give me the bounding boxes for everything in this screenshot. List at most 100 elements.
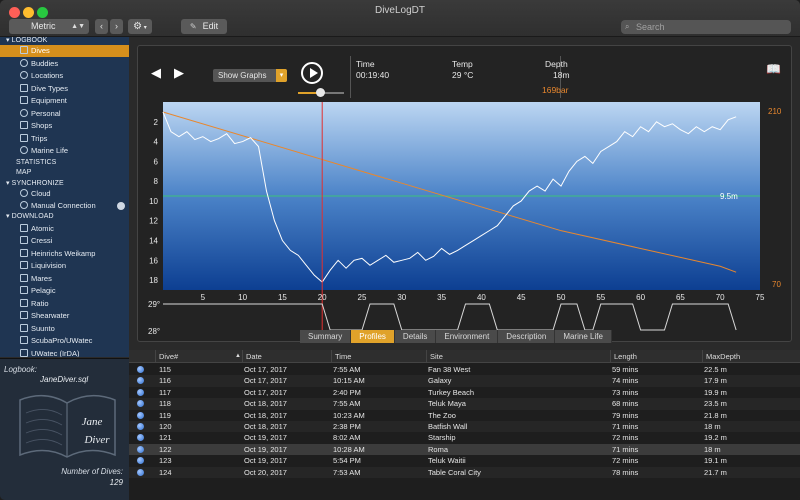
next-dive-button[interactable]: ▶ <box>174 65 184 81</box>
person-icon <box>20 109 28 117</box>
checkbox-list-icon <box>20 84 28 92</box>
sidebar-item-equipment[interactable]: Equipment <box>0 95 129 107</box>
sidebar-item-dives[interactable]: Dives <box>0 45 129 57</box>
table-row[interactable]: 115 Oct 17, 2017 7:55 AM Fan 38 West 59 mins… <box>129 364 800 375</box>
table-row[interactable]: 122 Oct 19, 2017 10:28 AM Roma 71 mins 18 m <box>129 443 800 456</box>
time-label: Time <box>356 59 375 69</box>
nav-forward-button[interactable]: › <box>110 19 123 34</box>
sidebar-item-statistics[interactable]: STATISTICS <box>0 157 129 169</box>
sidebar-item-cressi[interactable]: Cressi <box>0 235 129 247</box>
table-row[interactable]: 117 Oct 17, 2017 2:40 PM Turkey Beach 73 min… <box>129 387 800 398</box>
table-row[interactable]: 121 Oct 19, 2017 8:02 AM Starship 72 mins 19.… <box>129 432 800 443</box>
sidebar-item-uwatec-irda[interactable]: UWatec (IrDA) <box>0 348 129 357</box>
previous-dive-button[interactable]: ◀ <box>151 65 161 81</box>
table-row[interactable]: 116 Oct 17, 2017 10:15 AM Galaxy 74 mins 17.9… <box>129 375 800 387</box>
search-field[interactable]: ⌕ Search <box>621 20 791 34</box>
sidebar-item-suunto[interactable]: Suunto <box>0 323 129 335</box>
sidebar-item-scubapro-uwatec[interactable]: ScubaPro/UWatec <box>0 335 129 347</box>
sidebar-header-download[interactable]: ▾ DOWNLOAD <box>0 211 129 223</box>
depth-tick-label: 6 <box>154 157 159 166</box>
column-header-maxdepth[interactable]: MaxDepth <box>702 350 800 363</box>
tab-description[interactable]: Description <box>498 330 556 343</box>
sidebar-item-label: STATISTICS <box>16 159 57 166</box>
tab-details[interactable]: Details <box>394 330 437 343</box>
sidebar-item-marine-life[interactable]: Marine Life <box>0 145 129 157</box>
table-row[interactable]: 124 Oct 20, 2017 7:53 AM Table Coral City 78… <box>129 466 800 478</box>
table-cell: Teluk Waitii <box>428 456 466 466</box>
sidebar-item-shops[interactable]: Shops <box>0 120 129 132</box>
tab-profiles[interactable]: Profiles <box>351 330 395 343</box>
table-cell: Table Coral City <box>428 467 481 477</box>
sidebar-item-manual-connection[interactable]: Manual Connection <box>0 200 129 212</box>
temp-label: Temp <box>452 59 473 69</box>
book-line1: Jane <box>82 416 103 428</box>
chevron-left-icon: ‹ <box>100 21 103 31</box>
sidebar-item-pelagic[interactable]: Pelagic <box>0 285 129 297</box>
sync-icon <box>20 201 28 209</box>
column-header-site[interactable]: Site <box>426 350 610 363</box>
show-graphs-select[interactable]: Show Graphs ▾ <box>213 69 287 82</box>
column-header-label: MaxDepth <box>706 352 741 361</box>
table-row[interactable]: 120 Oct 18, 2017 2:38 PM Batfish Wall 71 min… <box>129 421 800 433</box>
tab-marine-life[interactable]: Marine Life <box>555 330 612 343</box>
pencil-icon: ✎ <box>189 22 197 31</box>
column-header-length[interactable]: Length <box>610 350 702 363</box>
time-tick-label: 20 <box>318 293 327 302</box>
table-row[interactable]: 118 Oct 18, 2017 7:55 AM Teluk Maya 68 mins 2… <box>129 398 800 410</box>
units-select[interactable]: Metric ▲▼ <box>9 19 89 34</box>
table-cell: 18 m <box>704 444 721 454</box>
sidebar-item-mares[interactable]: Mares <box>0 273 129 285</box>
divider <box>560 56 561 98</box>
sidebar-header-synchronize[interactable]: ▾ SYNCHRONIZE <box>0 178 129 190</box>
sidebar-item-liquivision[interactable]: Liquivision <box>0 260 129 272</box>
sidebar-item-heinrichs-weikamp[interactable]: Heinrichs Weikamp <box>0 248 129 260</box>
sidebar-item-label: Dives <box>31 46 50 55</box>
table-row[interactable]: 119 Oct 18, 2017 10:23 AM The Zoo 79 mins 21.… <box>129 410 800 421</box>
sidebar-item-trips[interactable]: Trips <box>0 133 129 145</box>
sidebar-item-dive-types[interactable]: Dive Types <box>0 83 129 95</box>
chevron-down-icon: ▾ <box>142 25 147 31</box>
edit-button[interactable]: ✎ Edit <box>181 19 227 34</box>
close-window-button[interactable] <box>9 7 20 18</box>
logbook-label: Logbook: <box>4 365 37 374</box>
sidebar-item-personal[interactable]: Personal <box>0 108 129 120</box>
column-header-label: Length <box>614 352 637 361</box>
sidebar-item-atomic[interactable]: Atomic <box>0 223 129 235</box>
table-cell: 10:28 AM <box>333 444 365 454</box>
table-cell: 71 mins <box>612 444 639 454</box>
tab-environment[interactable]: Environment <box>436 330 499 343</box>
sidebar-item-label: Ratio <box>31 299 49 308</box>
sidebar-item-label: UWatec (IrDA) <box>31 349 80 357</box>
column-header-date[interactable]: Date <box>242 350 332 363</box>
sidebar-item-ratio[interactable]: Ratio <box>0 298 129 310</box>
sidebar-item-cloud[interactable]: Cloud <box>0 188 129 200</box>
sidebar-header-logbook[interactable]: ▾ LOGBOOK <box>0 37 129 47</box>
sidebar-item-map[interactable]: MAP <box>0 167 129 179</box>
column-header-time[interactable]: Time <box>331 350 426 363</box>
sidebar-item-shearwater[interactable]: Shearwater <box>0 310 129 322</box>
sidebar-item-label: Personal <box>31 109 61 118</box>
settings-menu-button[interactable]: ⚙ ▾ <box>128 19 152 34</box>
column-header-label: Time <box>335 352 352 361</box>
column-header-label: Date <box>246 352 262 361</box>
play-button[interactable] <box>301 62 323 84</box>
tab-summary[interactable]: Summary <box>300 330 352 343</box>
sidebar-item-label: Dive Types <box>31 84 68 93</box>
column-header-dive-number[interactable]: Dive# ▲ <box>155 350 245 363</box>
suitcase-icon <box>20 134 28 142</box>
table-row[interactable]: 123 Oct 19, 2017 5:54 PM Teluk Waitii 72 min… <box>129 455 800 466</box>
book-icon[interactable]: 📖 <box>766 62 781 76</box>
depth-tick-label: 4 <box>154 138 159 147</box>
playback-slider-knob[interactable] <box>316 88 325 97</box>
nav-back-button[interactable]: ‹ <box>95 19 108 34</box>
table-cell: Oct 17, 2017 <box>244 376 287 386</box>
minimize-window-button[interactable] <box>23 7 34 18</box>
profile-frame: ◀ ▶ Show Graphs ▾ Time 00:19:40 Temp 29 … <box>137 45 792 342</box>
depth-label: Depth <box>545 59 568 69</box>
sidebar-item-buddies[interactable]: Buddies <box>0 58 129 70</box>
sidebar-item-locations[interactable]: Locations <box>0 70 129 82</box>
zoom-window-button[interactable] <box>37 7 48 18</box>
eject-icon[interactable] <box>117 202 125 210</box>
dive-profile-chart[interactable]: 9.5m 2 4 6 8 10 12 14 16 18 210 70 5 10 15 20 25 30 35 4… <box>146 100 786 335</box>
table-cell: Batfish Wall <box>428 422 468 431</box>
